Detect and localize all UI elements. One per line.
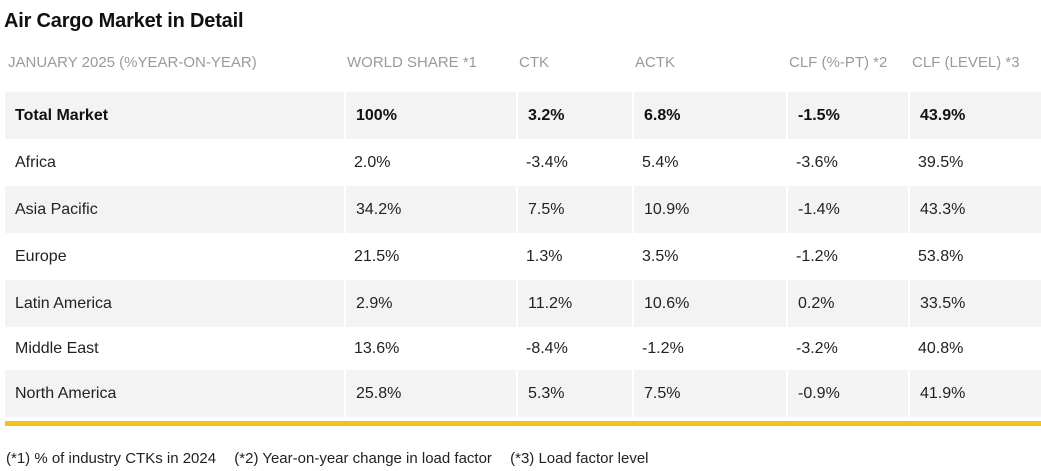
ctk-cell: -3.4% (526, 153, 568, 171)
page-title: Air Cargo Market in Detail (4, 10, 244, 32)
actk-cell: 7.5% (632, 370, 786, 417)
actk-cell: 10.6% (632, 280, 786, 327)
clf-pt-cell: -3.6% (796, 153, 838, 171)
world-share-cell: 21.5% (354, 247, 400, 265)
actk-cell: 10.9% (632, 186, 786, 233)
region-cell: Middle East (15, 339, 99, 357)
region-cell: Africa (15, 153, 56, 171)
column-header-world-share: WORLD SHARE *1 (347, 54, 478, 71)
table-row-europe: Europe 21.5% 1.3% 3.5% -1.2% 53.8% (5, 233, 1041, 280)
cargo-data-table: Total Market 100% 3.2% 6.8% -1.5% 43.9% … (5, 92, 1041, 417)
column-header-ctk: CTK (519, 54, 549, 71)
clf-level-cell: 40.8% (918, 339, 964, 357)
actk-cell: 3.5% (642, 247, 679, 265)
clf-pt-cell: 0.2% (786, 280, 908, 327)
column-header-clf-level: CLF (LEVEL) *3 (912, 54, 1020, 71)
ctk-cell: -8.4% (526, 339, 568, 357)
world-share-cell: 2.9% (344, 280, 516, 327)
actk-cell: 6.8% (632, 92, 786, 139)
clf-level-cell: 43.3% (908, 186, 1041, 233)
column-header-region: JANUARY 2025 (%YEAR-ON-YEAR) (8, 54, 257, 71)
footnote-2: (*2) Year-on-year change in load factor (234, 450, 492, 467)
region-cell: Asia Pacific (15, 200, 98, 218)
table-row-total-market: Total Market 100% 3.2% 6.8% -1.5% 43.9% (5, 92, 1041, 139)
ctk-cell: 11.2% (516, 280, 632, 327)
clf-pt-cell: -1.5% (786, 92, 908, 139)
clf-level-cell: 41.9% (908, 370, 1041, 417)
clf-level-cell: 33.5% (908, 280, 1041, 327)
actk-cell: 5.4% (642, 153, 679, 171)
world-share-cell: 2.0% (354, 153, 391, 171)
column-header-actk: ACTK (635, 54, 676, 71)
region-cell: North America (15, 384, 117, 402)
world-share-cell: 25.8% (344, 370, 516, 417)
table-header: JANUARY 2025 (%YEAR-ON-YEAR) WORLD SHARE… (0, 50, 1041, 76)
ctk-cell: 7.5% (516, 186, 632, 233)
world-share-cell: 13.6% (354, 339, 400, 357)
clf-pt-cell: -0.9% (786, 370, 908, 417)
region-cell: Total Market (15, 106, 109, 124)
ctk-cell: 1.3% (526, 247, 563, 265)
clf-pt-cell: -3.2% (796, 339, 838, 357)
world-share-cell: 34.2% (344, 186, 516, 233)
ctk-cell: 3.2% (516, 92, 632, 139)
column-header-clf-pt: CLF (%-PT) *2 (789, 54, 888, 71)
actk-cell: -1.2% (642, 339, 684, 357)
footnote-1: (*1) % of industry CTKs in 2024 (6, 450, 217, 467)
footnote-3: (*3) Load factor level (510, 450, 649, 467)
clf-level-cell: 43.9% (908, 92, 1041, 139)
clf-pt-cell: -1.2% (796, 247, 838, 265)
table-row-latin-america: Latin America 2.9% 11.2% 10.6% 0.2% 33.5… (5, 280, 1041, 327)
table-row-middle-east: Middle East 13.6% -8.4% -1.2% -3.2% 40.8… (5, 327, 1041, 370)
region-cell: Europe (15, 247, 67, 265)
accent-divider (5, 421, 1041, 426)
table-row-asia-pacific: Asia Pacific 34.2% 7.5% 10.9% -1.4% 43.3… (5, 186, 1041, 233)
table-row-africa: Africa 2.0% -3.4% 5.4% -3.6% 39.5% (5, 139, 1041, 186)
clf-level-cell: 53.8% (918, 247, 964, 265)
table-row-north-america: North America 25.8% 5.3% 7.5% -0.9% 41.9… (5, 370, 1041, 417)
clf-pt-cell: -1.4% (786, 186, 908, 233)
footnotes: (*1) % of industry CTKs in 2024 (*2) Yea… (6, 450, 663, 467)
region-cell: Latin America (15, 294, 112, 312)
ctk-cell: 5.3% (516, 370, 632, 417)
world-share-cell: 100% (344, 92, 516, 139)
clf-level-cell: 39.5% (918, 153, 964, 171)
